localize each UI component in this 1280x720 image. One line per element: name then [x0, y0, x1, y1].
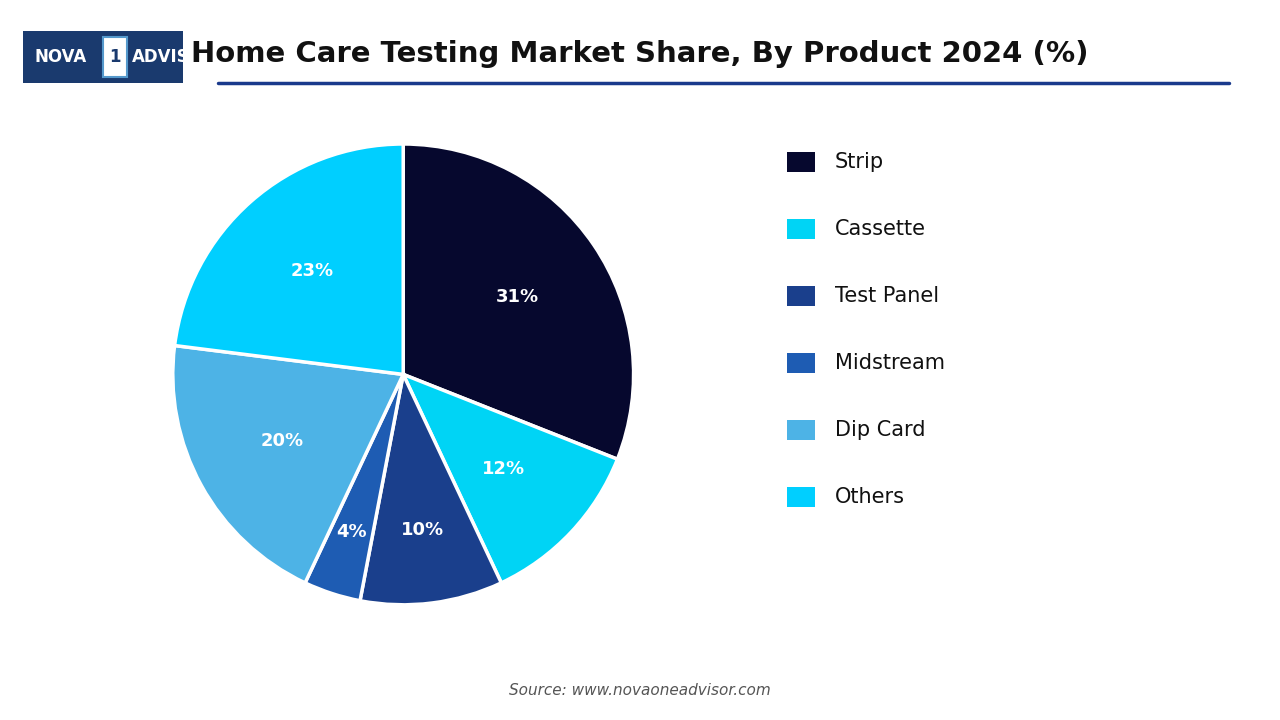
- Text: ADVISOR: ADVISOR: [132, 48, 216, 66]
- Text: NOVA: NOVA: [35, 48, 87, 66]
- Text: 23%: 23%: [291, 261, 333, 279]
- Text: Midstream: Midstream: [835, 353, 945, 373]
- Text: 4%: 4%: [337, 523, 367, 541]
- Text: Strip: Strip: [835, 152, 883, 172]
- Text: Dip Card: Dip Card: [835, 420, 925, 440]
- Wedge shape: [403, 144, 634, 459]
- Text: 12%: 12%: [483, 460, 526, 478]
- Text: 1: 1: [109, 48, 120, 66]
- FancyBboxPatch shape: [23, 31, 183, 83]
- Wedge shape: [403, 374, 617, 583]
- Text: Test Panel: Test Panel: [835, 286, 938, 306]
- Wedge shape: [305, 374, 403, 600]
- Text: 10%: 10%: [401, 521, 444, 539]
- Text: Source: www.novaoneadvisor.com: Source: www.novaoneadvisor.com: [509, 683, 771, 698]
- Text: 31%: 31%: [495, 288, 539, 306]
- Wedge shape: [174, 144, 403, 374]
- Wedge shape: [360, 374, 502, 605]
- Text: 20%: 20%: [261, 432, 303, 450]
- Text: Cassette: Cassette: [835, 219, 925, 239]
- FancyBboxPatch shape: [102, 37, 127, 76]
- Text: Others: Others: [835, 487, 905, 507]
- Wedge shape: [173, 346, 403, 583]
- Text: Home Care Testing Market Share, By Product 2024 (%): Home Care Testing Market Share, By Produ…: [191, 40, 1089, 68]
